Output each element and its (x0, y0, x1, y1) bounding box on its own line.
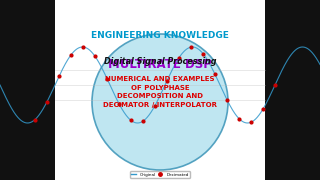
Text: Digital Signal Processing: Digital Signal Processing (104, 57, 216, 66)
Legend: Original, Decimated: Original, Decimated (130, 171, 190, 178)
Circle shape (92, 34, 228, 170)
Text: ENGINEERING KNOWLEDGE: ENGINEERING KNOWLEDGE (91, 30, 229, 39)
Bar (55, 0, 265, 180)
Text: NUMERICAL AND EXAMPLES
OF POLYPHASE
DECOMPOSITION AND
DECIMATOR / INTERPOLATOR: NUMERICAL AND EXAMPLES OF POLYPHASE DECO… (103, 76, 217, 108)
Text: MULTIRATE DSP: MULTIRATE DSP (108, 57, 212, 71)
